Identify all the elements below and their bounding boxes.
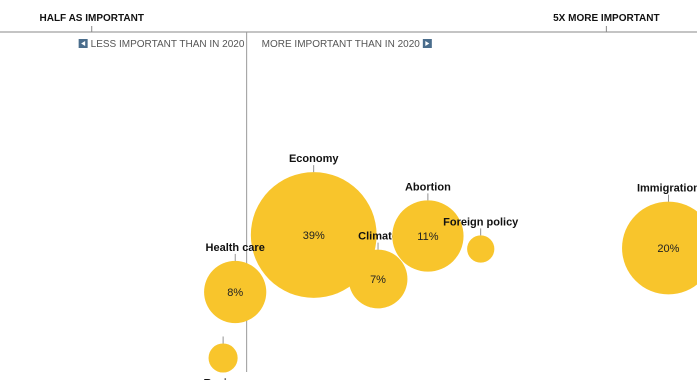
right-arrow-icon [422, 39, 432, 48]
bubble-value-economy: 39% [303, 230, 325, 242]
bubble-health-care [204, 260, 267, 324]
bubble-layer: Economy 39% Health care 8% Climate 7% Abortion… [204, 153, 697, 380]
bubble-label-climate: Climate [358, 231, 398, 243]
bubble-abortion [392, 200, 464, 272]
bubble-immigration [622, 201, 697, 295]
bubble-value-health-care: 8% [227, 287, 243, 299]
bubble-economy [250, 172, 377, 298]
bubble-foreign-policy [467, 235, 495, 263]
axis-tick-label: HALF AS IMPORTANT [40, 13, 144, 24]
bubble-racism [208, 343, 238, 373]
right-arrow-glyph [425, 41, 430, 46]
bubble-label-health-care: Health care [206, 242, 265, 254]
direction-label-left: LESS IMPORTANT THAN IN 2020 [91, 39, 245, 50]
axis-tick-label: 5X MORE IMPORTANT [553, 13, 659, 24]
bubble-label-foreign-policy: Foreign policy [443, 216, 519, 228]
left-arrow-glyph [81, 41, 86, 46]
direction-label-right: MORE IMPORTANT THAN IN 2020 [262, 39, 421, 50]
bubble-value-immigration: 20% [657, 243, 679, 255]
bubble-value-climate: 7% [370, 274, 386, 286]
bubble-label-racism: Racism [204, 378, 243, 380]
bubble-value-abortion: 11% [417, 231, 438, 243]
left-arrow-icon [78, 39, 88, 48]
bubble-label-economy: Economy [289, 153, 339, 165]
bubble-label-abortion: Abortion [405, 181, 451, 193]
bubble-climate [348, 249, 408, 309]
bubble-label-immigration: Immigration [637, 183, 697, 195]
